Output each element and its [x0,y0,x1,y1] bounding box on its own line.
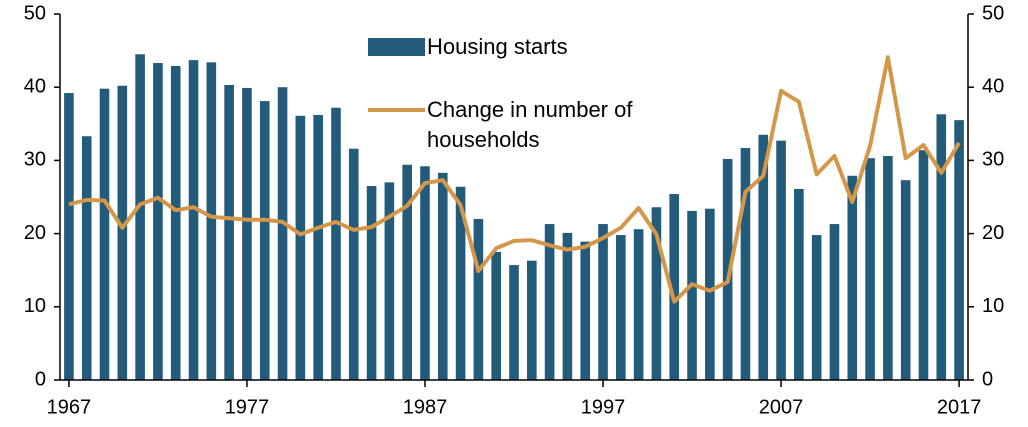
bar [99,88,110,380]
y2-tick-label: 0 [982,368,993,390]
bar [776,140,786,380]
bar [936,114,947,380]
bar [277,87,288,380]
bar [170,65,181,381]
bar [918,150,929,380]
bar [224,85,234,380]
legend-swatch [368,38,425,56]
bar [865,158,875,380]
bar [954,120,964,380]
x-tick-label: 2017 [937,396,982,418]
bar [117,85,128,381]
bar [616,235,626,380]
bar [348,148,359,380]
bar [473,218,484,380]
legend-label: Change in number of households [427,97,633,152]
x-tick-label: 2007 [759,396,804,418]
bar [402,164,412,380]
line [68,55,961,304]
bar [598,224,608,380]
bar [455,186,466,380]
bar [366,186,377,380]
y-tick-label: 20 [24,222,46,244]
y-tick-label: 40 [24,75,46,97]
bar [420,166,430,380]
bar [509,265,519,380]
bar [811,235,822,380]
y2-tick-label: 50 [982,2,1004,24]
y2-tick-label: 20 [982,222,1004,244]
bar [651,207,662,380]
y-tick-label: 0 [35,368,46,390]
bar [313,115,323,381]
x-tick-label: 1967 [47,396,92,418]
bar [687,210,697,380]
bar [188,60,199,381]
bar [526,260,537,380]
bar [633,229,644,380]
bar [64,93,74,380]
bar [847,175,858,380]
bar [900,180,911,380]
bar [544,224,555,380]
bar [883,156,893,380]
bar [437,172,448,380]
bar [794,188,804,380]
y2-tick-label: 40 [982,75,1004,97]
x-tick-label: 1977 [225,396,270,418]
bar [740,147,751,380]
legend-label: Housing starts [427,34,568,59]
y2-tick-label: 30 [982,149,1004,171]
bar [135,54,145,380]
bar [705,208,715,380]
bar [491,251,502,380]
bar [153,63,163,380]
bar [829,224,840,380]
bar [206,62,217,380]
bar [758,134,769,380]
bar [242,87,252,380]
bar [580,241,591,380]
bar [259,101,270,380]
y2-tick-label: 10 [982,295,1004,317]
bar [81,136,92,380]
y-tick-label: 10 [24,295,46,317]
y-tick-label: 30 [24,149,46,171]
x-tick-label: 1997 [581,396,626,418]
bar [384,182,395,380]
bar [331,107,341,381]
bar [669,194,680,380]
bar [295,115,306,381]
x-tick-label: 1987 [403,396,448,418]
bar [562,232,573,380]
y-tick-label: 50 [24,2,46,24]
bar [722,158,733,380]
